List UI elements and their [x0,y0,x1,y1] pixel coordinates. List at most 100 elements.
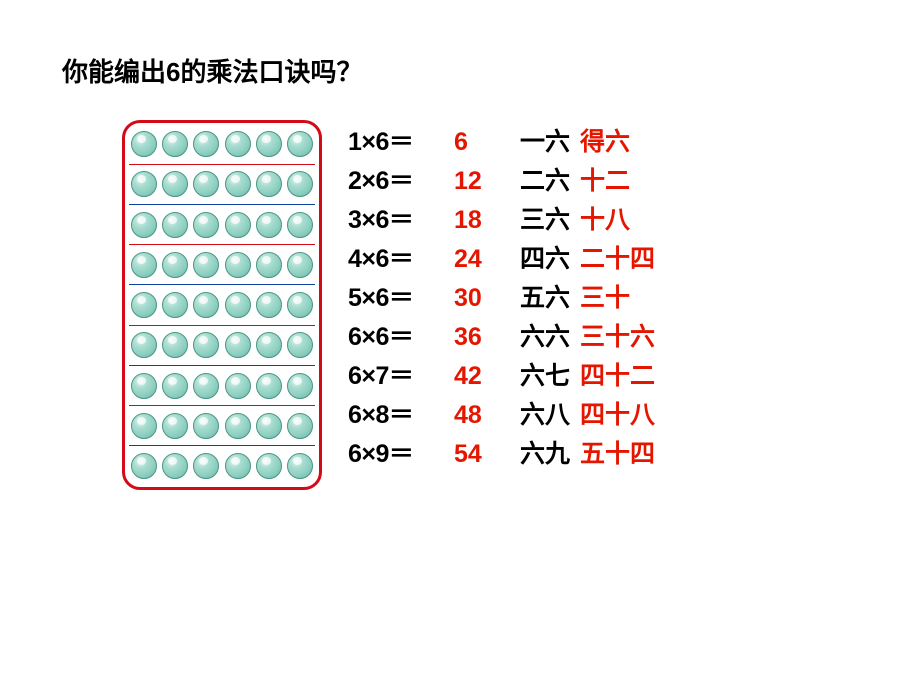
bead-icon [225,292,251,318]
chinese-prefix: 三六 [520,208,580,233]
bead-icon [193,332,219,358]
bead-icon [131,131,157,157]
bead-icon [225,453,251,479]
bead-row [131,413,313,439]
bead-icon [193,252,219,278]
bead-row [131,252,313,278]
bead-icon [256,292,282,318]
row-separator [129,244,315,245]
bead-icon [131,413,157,439]
answer: 36 [448,325,520,350]
bead-icon [193,292,219,318]
answer: 12 [448,169,520,194]
table-row: 4×6＝24四六二十四 [348,247,655,286]
table-row: 5×6＝30五六三十 [348,286,655,325]
answer: 24 [448,247,520,272]
multiplication-table: 1×6＝6一六得六2×6＝12二六十二3×6＝18三六十八4×6＝24四六二十四… [348,130,655,481]
bead-icon [256,212,282,238]
bead-icon [162,453,188,479]
bead-icon [287,292,313,318]
bead-icon [256,453,282,479]
bead-icon [287,413,313,439]
row-separator [129,204,315,205]
row-separator [129,405,315,406]
chinese-suffix: 三十 [580,286,630,311]
bead-row [131,453,313,479]
table-row: 1×6＝6一六得六 [348,130,655,169]
chinese-prefix: 二六 [520,169,580,194]
bead-icon [225,373,251,399]
abacus-frame [122,120,322,490]
answer: 18 [448,208,520,233]
bead-icon [162,252,188,278]
bead-icon [287,131,313,157]
row-separator [129,445,315,446]
chinese-prefix: 五六 [520,286,580,311]
bead-icon [225,131,251,157]
bead-icon [225,332,251,358]
bead-icon [162,413,188,439]
bead-icon [193,453,219,479]
row-separator [129,164,315,165]
bead-row [131,332,313,358]
bead-icon [162,332,188,358]
table-row: 3×6＝18三六十八 [348,208,655,247]
table-row: 6×8＝48六八四十八 [348,403,655,442]
page-title: 你能编出6的乘法口诀吗？ [62,52,362,89]
chinese-suffix: 二十四 [580,247,655,272]
bead-icon [287,373,313,399]
bead-icon [287,332,313,358]
bead-icon [256,131,282,157]
bead-icon [162,171,188,197]
bead-row [131,131,313,157]
chinese-prefix: 一六 [520,130,580,155]
expression: 3×6＝ [348,208,448,233]
expression: 5×6＝ [348,286,448,311]
chinese-prefix: 四六 [520,247,580,272]
bead-icon [256,332,282,358]
chinese-prefix: 六六 [520,325,580,350]
chinese-prefix: 六八 [520,403,580,428]
bead-icon [256,252,282,278]
bead-icon [287,212,313,238]
chinese-suffix: 四十八 [580,403,655,428]
bead-icon [193,413,219,439]
chinese-suffix: 十八 [580,208,630,233]
bead-icon [287,453,313,479]
expression: 6×6＝ [348,325,448,350]
bead-row [131,171,313,197]
bead-icon [131,453,157,479]
bead-icon [256,373,282,399]
bead-icon [131,292,157,318]
bead-icon [225,413,251,439]
chinese-prefix: 六七 [520,364,580,389]
bead-icon [225,252,251,278]
bead-icon [225,212,251,238]
bead-icon [131,373,157,399]
table-row: 6×7＝42六七四十二 [348,364,655,403]
expression: 6×8＝ [348,403,448,428]
bead-row [131,373,313,399]
expression: 6×9＝ [348,442,448,467]
bead-icon [256,413,282,439]
bead-icon [131,171,157,197]
bead-icon [193,131,219,157]
bead-icon [287,252,313,278]
chinese-suffix: 四十二 [580,364,655,389]
bead-icon [162,373,188,399]
expression: 6×7＝ [348,364,448,389]
bead-icon [131,332,157,358]
table-row: 6×9＝54六九五十四 [348,442,655,481]
answer: 30 [448,286,520,311]
chinese-suffix: 五十四 [580,442,655,467]
expression: 1×6＝ [348,130,448,155]
answer: 54 [448,442,520,467]
bead-icon [131,252,157,278]
bead-icon [287,171,313,197]
bead-icon [131,212,157,238]
bead-icon [162,131,188,157]
row-separator [129,284,315,285]
answer: 48 [448,403,520,428]
chinese-suffix: 得六 [580,130,630,155]
expression: 2×6＝ [348,169,448,194]
